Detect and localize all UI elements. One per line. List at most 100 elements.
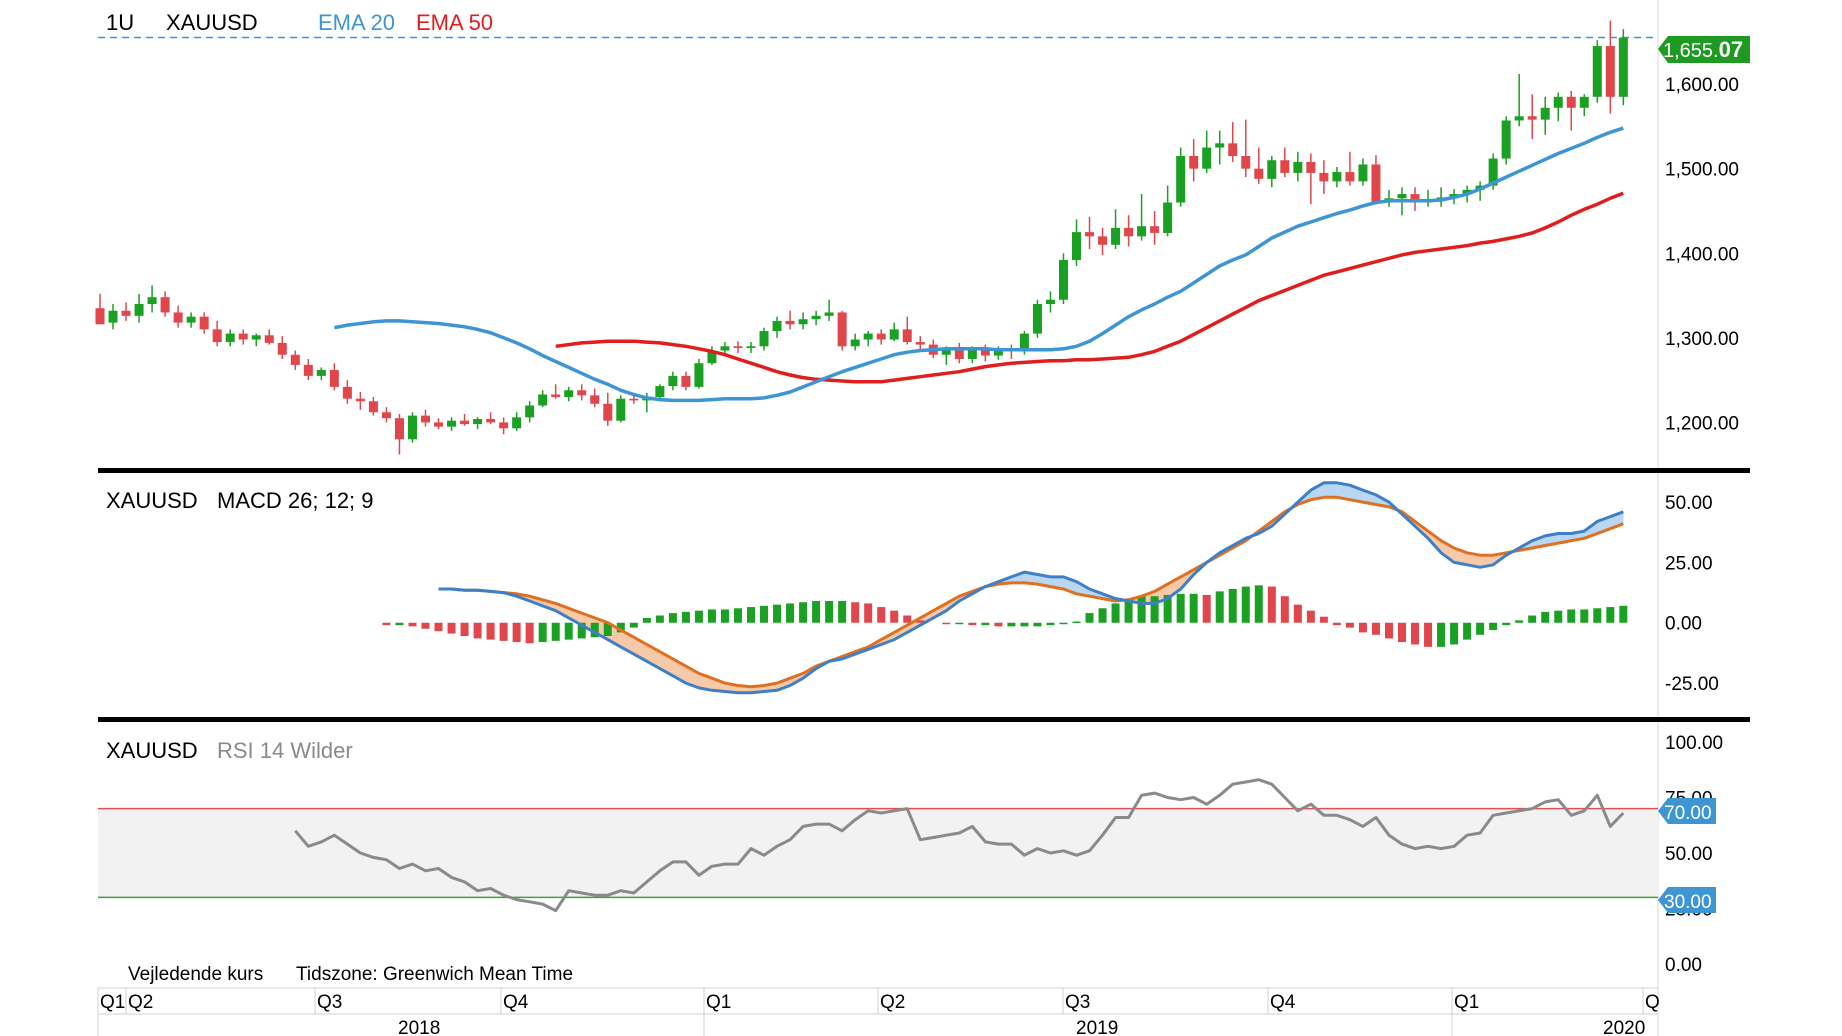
candle-body [1228, 143, 1238, 156]
candle-body [1501, 120, 1511, 159]
panel-divider-2[interactable] [98, 717, 1750, 722]
candle-body [798, 319, 808, 325]
candle-body [473, 419, 483, 425]
panel-divider-1[interactable] [98, 468, 1750, 473]
candle-body [95, 308, 105, 325]
candle-up [186, 312, 196, 328]
macd-histogram-bar [395, 622, 404, 626]
price-tick-label: 1,400.00 [1665, 244, 1739, 265]
candle-body [1124, 227, 1134, 237]
candle-up [473, 417, 483, 430]
candle-down [1006, 344, 1016, 359]
candle-body [954, 347, 964, 359]
candle-body [759, 331, 769, 347]
candle-up [850, 333, 860, 351]
candle-body [1371, 164, 1381, 203]
candle-up [1553, 92, 1563, 122]
candle-up [720, 342, 730, 355]
candle-body [486, 419, 496, 423]
macd-histogram-bar [1215, 591, 1224, 623]
price-panel[interactable] [95, 20, 1659, 455]
candle-down [1345, 151, 1355, 186]
macd-histogram-bar [994, 622, 1003, 627]
macd-histogram-bar [1528, 615, 1537, 623]
candle-body [316, 369, 326, 376]
candle-up [1137, 194, 1147, 241]
candle-up [1111, 209, 1121, 250]
candle-body [850, 339, 860, 347]
candle-body [980, 349, 990, 356]
candle-body [421, 415, 430, 423]
macd-histogram-bar [825, 601, 834, 623]
macd-histogram-bar [981, 622, 990, 626]
macd-histogram-bar [786, 603, 795, 623]
candle-body [1605, 46, 1615, 97]
candle-body [655, 386, 665, 398]
candle-down [1189, 139, 1199, 182]
macd-histogram-bar [382, 622, 391, 626]
ema20-legend[interactable]: EMA 20 [318, 10, 395, 35]
candle-body [1553, 96, 1563, 108]
candle-body [329, 369, 339, 387]
macd-histogram-bar [486, 622, 495, 640]
ema50-line [555, 191, 1624, 384]
candle-body [1488, 158, 1498, 186]
candle-up [694, 358, 704, 389]
candle-down [785, 310, 795, 330]
candle-down [355, 391, 365, 410]
candle-body [499, 422, 509, 429]
macd-histogram-bar [1476, 622, 1485, 635]
quarter-label: Q4 [503, 992, 529, 1013]
macd-histogram-bar [1163, 595, 1172, 623]
quarter-label: Q [1645, 992, 1660, 1013]
macd-histogram-bar [421, 622, 430, 629]
macd-histogram-bar [942, 622, 951, 625]
macd-histogram-bar [1007, 622, 1016, 627]
macd-histogram-bar [1319, 616, 1328, 623]
candle-up [1045, 291, 1055, 313]
candle-body [538, 394, 548, 406]
macd-histogram-bar [551, 622, 560, 641]
macd-histogram-bar [812, 601, 821, 623]
candle-body [290, 354, 300, 365]
candle-body [902, 329, 912, 343]
candle-body [1592, 46, 1602, 97]
rsi-panel[interactable] [98, 778, 1658, 913]
macd-histogram-bar [1306, 610, 1315, 623]
footer-timezone: Tidszone: Greenwich Mean Time [296, 964, 573, 985]
candle-body [1540, 107, 1550, 120]
quarter-label: Q2 [128, 992, 153, 1013]
macd-histogram-bar [408, 622, 417, 627]
macd-histogram-bar [707, 609, 716, 623]
candle-body [1111, 227, 1121, 245]
candle-body [681, 375, 691, 387]
ema50-legend[interactable]: EMA 50 [416, 10, 493, 35]
macd-panel[interactable] [382, 481, 1628, 695]
candle-down [551, 384, 561, 399]
candle-up [1436, 187, 1446, 207]
candle-body [707, 350, 717, 364]
year-label: 2018 [398, 1018, 440, 1036]
candle-down [954, 342, 964, 364]
candle-down [199, 312, 209, 334]
price-tick-label: 1,300.00 [1665, 329, 1739, 350]
candle-body [238, 333, 248, 340]
macd-histogram-bar [1358, 622, 1367, 633]
candle-down [902, 316, 912, 345]
candle-body [434, 422, 444, 427]
candle-up [707, 346, 717, 365]
macd-histogram-bar [1541, 611, 1550, 623]
candle-down [160, 291, 170, 317]
candle-body [720, 346, 730, 351]
candle-down [434, 418, 444, 430]
candle-up [1501, 116, 1511, 165]
macd-histogram-bar [642, 617, 651, 623]
macd-histogram-bar [1137, 596, 1146, 623]
candle-up [225, 329, 235, 347]
candle-down [837, 310, 847, 351]
candle-body [225, 333, 235, 343]
candle-body [590, 395, 600, 404]
candle-body [629, 398, 639, 401]
candle-body [277, 342, 287, 355]
